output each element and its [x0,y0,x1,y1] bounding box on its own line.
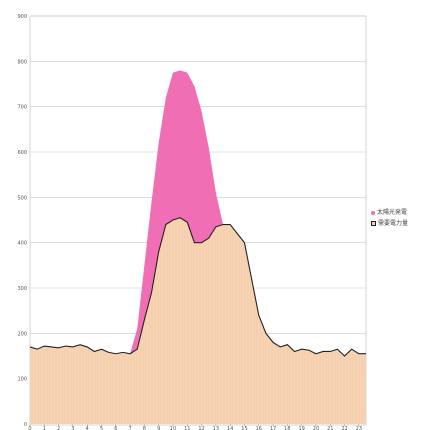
x-tick-label-22: 22 [341,426,347,430]
x-tick-label-5: 5 [100,426,103,430]
y-tick-label-8: 800 [17,59,27,65]
y-tick-label-6: 600 [17,150,27,156]
y-tick-label-1: 100 [17,377,27,383]
x-tick-label-16: 16 [256,426,262,430]
legend-swatch-demand [371,221,376,226]
x-tick-label-14: 14 [227,426,233,430]
x-tick-label-2: 2 [57,426,60,430]
x-tick-label-3: 3 [71,426,74,430]
series-layer [29,70,366,425]
x-tick-label-15: 15 [241,426,247,430]
legend-label-demand: 需要電力量 [378,220,409,227]
y-tick-label-3: 300 [17,286,27,292]
legend-item-demand: 需要電力量 [371,218,408,229]
series-area-demand [30,217,366,424]
legend-label-solar: 太陽光発電 [377,209,408,216]
y-tick-label-9: 900 [17,14,27,20]
legend-item-solar: 太陽光発電 [371,207,408,218]
series-line-demand [29,217,366,357]
x-tick-label-21: 21 [327,426,333,430]
y-tick-label-0: 0 [24,422,27,428]
x-tick-label-4: 4 [86,426,89,430]
x-tick-label-7: 7 [128,426,131,430]
x-tick-label-20: 20 [313,426,319,430]
y-axis: 0 100 200 300 400 500 600 700 800 900 [17,14,27,428]
x-tick-label-10: 10 [170,426,176,430]
y-tick-label-7: 700 [17,105,27,111]
x-tick-label-11: 11 [184,426,190,430]
x-tick-label-8: 8 [143,426,146,430]
x-tick-label-12: 12 [198,426,204,430]
x-tick-label-0: 0 [28,426,31,430]
x-tick-label-19: 19 [298,426,304,430]
legend-swatch-solar [371,210,375,215]
y-tick-label-4: 400 [17,241,27,247]
x-tick-label-17: 17 [270,426,276,430]
x-tick-label-6: 6 [114,426,117,430]
x-axis: 0 1 2 3 4 5 6 7 8 9 10 11 12 13 14 15 16 17 18 19 20 21 22 23 [28,424,362,430]
x-tick-label-18: 18 [284,426,290,430]
x-tick-label-23: 23 [356,426,362,430]
x-tick-label-13: 13 [213,426,219,430]
y-tick-label-2: 200 [17,331,27,337]
y-tick-label-5: 500 [17,195,27,201]
legend: 太陽光発電 需要電力量 [371,207,408,229]
x-tick-label-9: 9 [157,426,160,430]
x-tick-label-1: 1 [43,426,46,430]
demand-hatch [31,219,366,424]
